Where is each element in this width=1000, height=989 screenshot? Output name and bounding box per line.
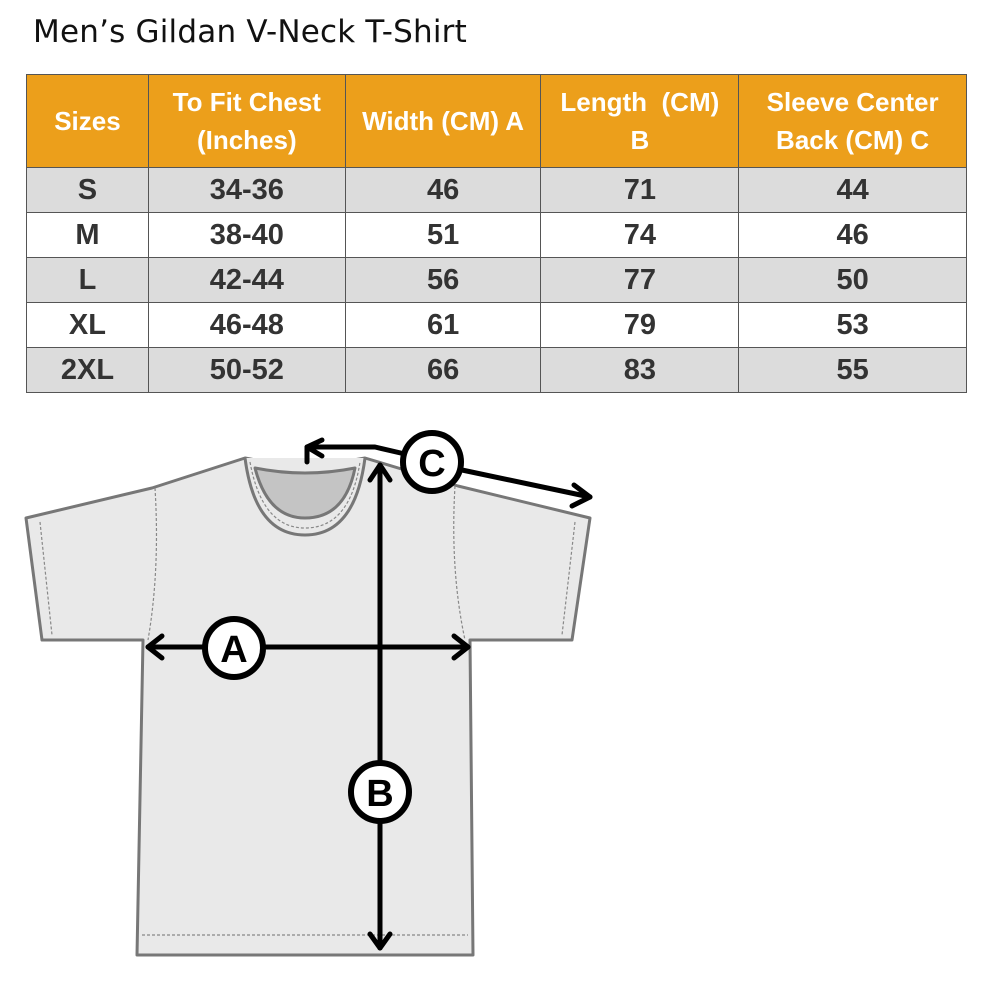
header-sleeve: Sleeve Center Back (CM) C <box>738 74 967 168</box>
cell-width: 61 <box>344 302 542 348</box>
cell-size: S <box>26 167 149 213</box>
svg-text:C: C <box>418 443 445 485</box>
table-row: M 38-40 51 74 46 <box>26 212 967 258</box>
label-a-badge: A <box>202 616 266 680</box>
cell-sleeve: 55 <box>738 347 967 393</box>
size-chart-table: Sizes To Fit Chest (Inches) Width (CM) A … <box>26 74 967 393</box>
header-width: Width (CM) A <box>344 74 542 168</box>
cell-length: 71 <box>540 167 740 213</box>
cell-size: 2XL <box>26 347 149 393</box>
label-b-badge: B <box>348 760 412 824</box>
tshirt-outline <box>24 456 592 957</box>
stitching <box>39 461 576 936</box>
page-title: Men’s Gildan V-Neck T-Shirt <box>33 14 467 50</box>
cell-size: M <box>26 212 149 258</box>
cell-chest: 38-40 <box>147 212 346 258</box>
cell-width: 66 <box>344 347 542 393</box>
cell-size: XL <box>26 302 149 348</box>
cell-width: 56 <box>344 257 542 303</box>
header-row: Sizes To Fit Chest (Inches) Width (CM) A … <box>26 74 967 168</box>
cell-sleeve: 46 <box>738 212 967 258</box>
cell-width: 51 <box>344 212 542 258</box>
cell-sleeve: 50 <box>738 257 967 303</box>
cell-sleeve: 44 <box>738 167 967 213</box>
cell-chest: 34-36 <box>147 167 346 213</box>
tshirt-diagram: A B C <box>24 430 593 957</box>
cell-length: 83 <box>540 347 740 393</box>
header-length: Length (CM) B <box>540 74 740 168</box>
cell-chest: 50-52 <box>147 347 346 393</box>
table-row: L 42-44 56 77 50 <box>26 257 967 303</box>
header-sizes: Sizes <box>26 74 149 168</box>
cell-length: 79 <box>540 302 740 348</box>
cell-size: L <box>26 257 149 303</box>
label-c-badge: C <box>400 430 464 494</box>
header-chest: To Fit Chest (Inches) <box>147 74 346 168</box>
measure-arrows <box>145 437 593 951</box>
svg-text:B: B <box>366 773 393 815</box>
table-row: XL 46-48 61 79 53 <box>26 302 967 348</box>
svg-text:A: A <box>220 629 247 671</box>
table-row: S 34-36 46 71 44 <box>26 167 967 213</box>
cell-length: 74 <box>540 212 740 258</box>
cell-chest: 42-44 <box>147 257 346 303</box>
cell-length: 77 <box>540 257 740 303</box>
cell-chest: 46-48 <box>147 302 346 348</box>
cell-width: 46 <box>344 167 542 213</box>
cell-sleeve: 53 <box>738 302 967 348</box>
table-row: 2XL 50-52 66 83 55 <box>26 347 967 393</box>
